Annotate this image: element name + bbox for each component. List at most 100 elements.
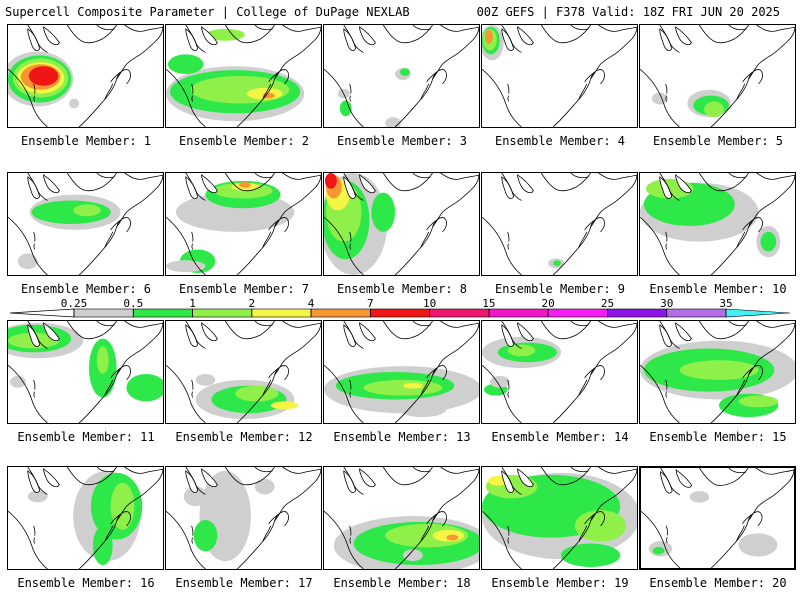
coastline — [96, 25, 115, 31]
coastline — [507, 537, 510, 544]
ensemble-panel-11 — [7, 320, 164, 424]
colorbar-tick-label: 35 — [719, 297, 733, 310]
coastline — [191, 391, 194, 398]
great-lake-outline — [27, 176, 41, 199]
scp-contour — [69, 98, 80, 109]
colorbar-right-arrow — [725, 308, 790, 318]
coastline — [78, 26, 163, 127]
scp-map-3 — [324, 25, 479, 127]
scp-map-4 — [482, 25, 637, 127]
coastline — [324, 510, 364, 569]
scp-contour — [371, 192, 396, 232]
header: Supercell Composite Parameter | College … — [0, 0, 800, 24]
coastline — [640, 68, 680, 127]
coastline — [191, 243, 194, 250]
coastline — [262, 525, 272, 542]
member-label-10: Ensemble Member: 10 — [649, 282, 787, 296]
coastline — [324, 364, 364, 423]
great-lake-outline — [359, 26, 376, 46]
great-lake-outline — [201, 174, 218, 194]
coastline — [412, 321, 431, 327]
colorbar-swatch — [73, 308, 134, 318]
coastline — [659, 25, 680, 53]
coastline — [590, 511, 605, 527]
scp-contour — [28, 66, 59, 86]
ensemble-panel-9 — [481, 172, 638, 276]
scp-contour — [679, 360, 759, 380]
scp-contour — [239, 181, 251, 188]
ensemble-panel-2 — [165, 24, 322, 128]
coastline — [282, 173, 321, 180]
great-lake-outline — [517, 322, 534, 342]
great-lake-outline — [359, 174, 376, 194]
coastline — [8, 364, 48, 423]
scp-map-12 — [166, 321, 321, 423]
scp-contour — [166, 260, 206, 273]
coastline — [33, 243, 36, 250]
scp-contour — [9, 375, 26, 388]
coastline — [666, 537, 668, 544]
scp-contour — [254, 478, 275, 495]
scp-contour — [402, 549, 423, 562]
coastline — [552, 174, 637, 275]
scp-map-1 — [8, 25, 163, 127]
ensemble-panel-16 — [7, 466, 164, 570]
coastline — [104, 83, 114, 100]
coastline — [224, 25, 275, 44]
great-lake-outline — [659, 28, 673, 51]
coastline — [343, 467, 364, 495]
coastline — [343, 321, 364, 349]
ensemble-panel-3 — [323, 24, 480, 128]
member-label-11: Ensemble Member: 11 — [17, 430, 155, 444]
coastline — [507, 379, 510, 390]
coastline — [698, 25, 749, 44]
great-lake-outline — [43, 26, 60, 46]
coastline — [598, 321, 637, 328]
coastline — [756, 173, 795, 180]
great-lake-outline — [185, 324, 199, 347]
coastline — [349, 95, 352, 102]
coastline — [748, 217, 763, 233]
coastline — [8, 216, 48, 275]
colorbar-swatch — [251, 308, 312, 318]
coastline — [124, 173, 163, 180]
coastline — [282, 321, 321, 328]
coastline — [710, 26, 795, 127]
great-lake-outline — [43, 322, 60, 342]
coastline — [420, 379, 430, 396]
coastline — [382, 173, 433, 192]
coastline — [185, 25, 206, 53]
great-lake-outline — [359, 468, 376, 488]
member-label-6: Ensemble Member: 6 — [20, 282, 152, 296]
coastline — [540, 25, 591, 44]
coastline — [598, 467, 637, 474]
scp-contour — [385, 523, 469, 548]
colorbar-swatch — [192, 308, 253, 318]
coastline — [282, 25, 321, 32]
coastline — [236, 26, 321, 127]
ensemble-panel-15 — [639, 320, 796, 424]
coastline — [66, 321, 117, 340]
ensemble-panel-7 — [165, 172, 322, 276]
scp-contour — [484, 29, 493, 44]
ensemble-panel-10 — [639, 172, 796, 276]
scp-contour — [363, 379, 443, 396]
coastline — [710, 174, 795, 275]
scp-map-16 — [8, 467, 163, 569]
colorbar-tick-label: 1 — [189, 297, 196, 310]
coastline — [262, 231, 272, 248]
scp-map-17 — [166, 467, 321, 569]
scp-contour — [400, 68, 410, 76]
great-lake-outline — [517, 468, 534, 488]
valid-time: 00Z GEFS | F378 Valid: 18Z FRI JUN 20 20… — [476, 5, 780, 19]
scp-map-8 — [324, 173, 479, 275]
coastline — [570, 173, 589, 179]
coastline — [420, 231, 430, 248]
scp-contour — [27, 490, 48, 503]
scp-contour — [195, 373, 216, 386]
scp-contour — [738, 395, 779, 408]
great-lake-outline — [185, 176, 199, 199]
coastline — [104, 379, 114, 396]
great-lake-outline — [27, 470, 41, 493]
scp-map-10 — [640, 173, 795, 275]
